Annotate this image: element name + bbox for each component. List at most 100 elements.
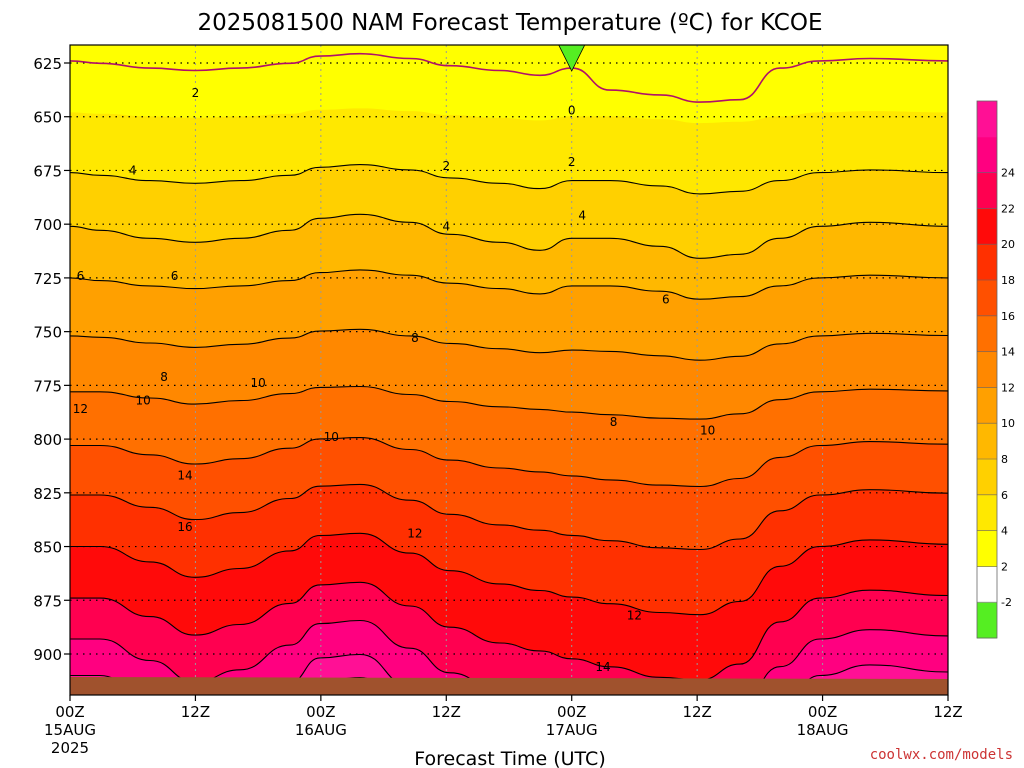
x-tick-date: 17AUG [546,721,598,739]
contour-label: 2 [192,86,200,100]
colorbar-swatch [977,530,997,567]
colorbar-swatch [977,101,997,138]
y-axis-ticks: 625 650 675 700 725 750 775 800 825 850 875 900 [33,55,70,664]
contour-label: 4 [578,209,586,223]
x-tick-label: 00Z [557,703,586,721]
contour-label: 4 [442,219,450,233]
contour-10 [70,385,948,420]
colorbar-label: 2 [1001,560,1008,573]
contour-8 [70,328,948,361]
colorbar-label: 18 [1001,274,1015,287]
x-tick-label: 12Z [432,703,461,721]
colorbar-label: 16 [1001,310,1015,323]
y-tick-label: 725 [33,270,62,288]
colorbar-swatch [977,423,997,460]
contour-2 [70,164,948,195]
y-tick-label: 900 [33,646,62,664]
contour-label: 6 [662,292,670,306]
colorbar-label: 20 [1001,238,1015,251]
credit-text: coolwx.com/models [870,747,1013,763]
colorbar-swatch [977,459,997,496]
x-tick-label: 12Z [682,703,711,721]
y-tick-label: 625 [33,55,62,73]
chart-title: 2025081500 NAM Forecast Temperature (ºC)… [198,10,823,36]
plot-area [70,45,948,695]
contour-label: 4 [129,163,137,177]
contour-label: 8 [610,415,618,429]
contour-label: 8 [160,370,168,384]
contour-18 [70,581,948,681]
contour-label: 14 [595,660,610,674]
colorbar-swatch [977,244,997,281]
contour-label: 10 [324,430,339,444]
y-tick-label: 800 [33,431,62,449]
contour-label: 10 [700,423,715,437]
grid-lines [70,45,948,695]
x-tick-label: 12Z [933,703,962,721]
colorbar-swatch [977,136,997,174]
contour-14 [70,483,948,551]
colorbar-label: 12 [1001,381,1015,394]
contour-label: 6 [77,269,85,283]
x-tick-date: 15AUG [44,721,96,739]
colorbar-label: 22 [1001,202,1015,215]
colorbar-swatch [977,387,997,424]
plot-frame [69,44,949,696]
y-tick-label: 650 [33,109,62,127]
y-tick-label: 850 [33,539,62,557]
y-tick-label: 750 [33,324,62,342]
x-tick-date: 16AUG [295,721,347,739]
contour-label: 6 [171,269,179,283]
colorbar-swatch [977,280,997,317]
x-tick-date: 18AUG [797,721,849,739]
below-minus-two-patch [558,45,586,72]
colorbar-label: 4 [1001,525,1008,538]
colorbar-label: -2 [1001,596,1012,609]
colorbar-swatch [977,172,997,209]
colorbar-swatch [977,494,997,532]
y-tick-label: 825 [33,485,62,503]
y-tick-label: 875 [33,592,62,610]
contour-6 [70,269,948,300]
contour-12 [70,437,948,488]
contour-label: 10 [251,376,266,390]
colorbar-label: 8 [1001,453,1008,466]
contour-label: 10 [136,393,151,407]
x-tick-year: 2025 [51,739,89,757]
contour-label: 16 [177,520,192,534]
x-tick-label: 00Z [808,703,837,721]
y-tick-label: 775 [33,377,62,395]
x-axis-label: Forecast Time (UTC) [414,748,605,768]
contour-label: 2 [568,155,576,169]
temperature-bands [70,45,948,695]
band-0 [70,45,948,124]
x-tick-label: 12Z [181,703,210,721]
colorbar-swatch [977,602,997,639]
colorbar-frame [976,100,998,639]
contour-label: 2 [442,159,450,173]
ground-surface [70,677,948,695]
colorbar-label: 10 [1001,417,1015,430]
contour-16 [70,532,948,616]
y-tick-label: 675 [33,162,62,180]
contour-label: 12 [407,527,422,541]
contour-label: 12 [627,608,642,622]
colorbar-swatch [977,566,997,603]
contour-label: 8 [411,331,419,345]
contour-labels: 0 2 2 2 4 4 4 6 6 6 8 8 8 10 10 10 10 12 12 12 14 14 16 [73,86,715,674]
colorbar-swatch [977,315,997,353]
x-tick-label: 00Z [55,703,84,721]
colorbar-label: 14 [1001,346,1015,359]
contour-4 [70,213,948,259]
freezing-contour [70,52,948,103]
x-tick-label: 00Z [306,703,335,721]
colorbar-swatch [977,351,997,388]
contour-label: 12 [73,402,88,416]
colorbar-label: 24 [1001,167,1015,180]
contour-label: 14 [177,469,192,483]
y-tick-label: 700 [33,216,62,234]
contour-label: 0 [568,103,576,117]
